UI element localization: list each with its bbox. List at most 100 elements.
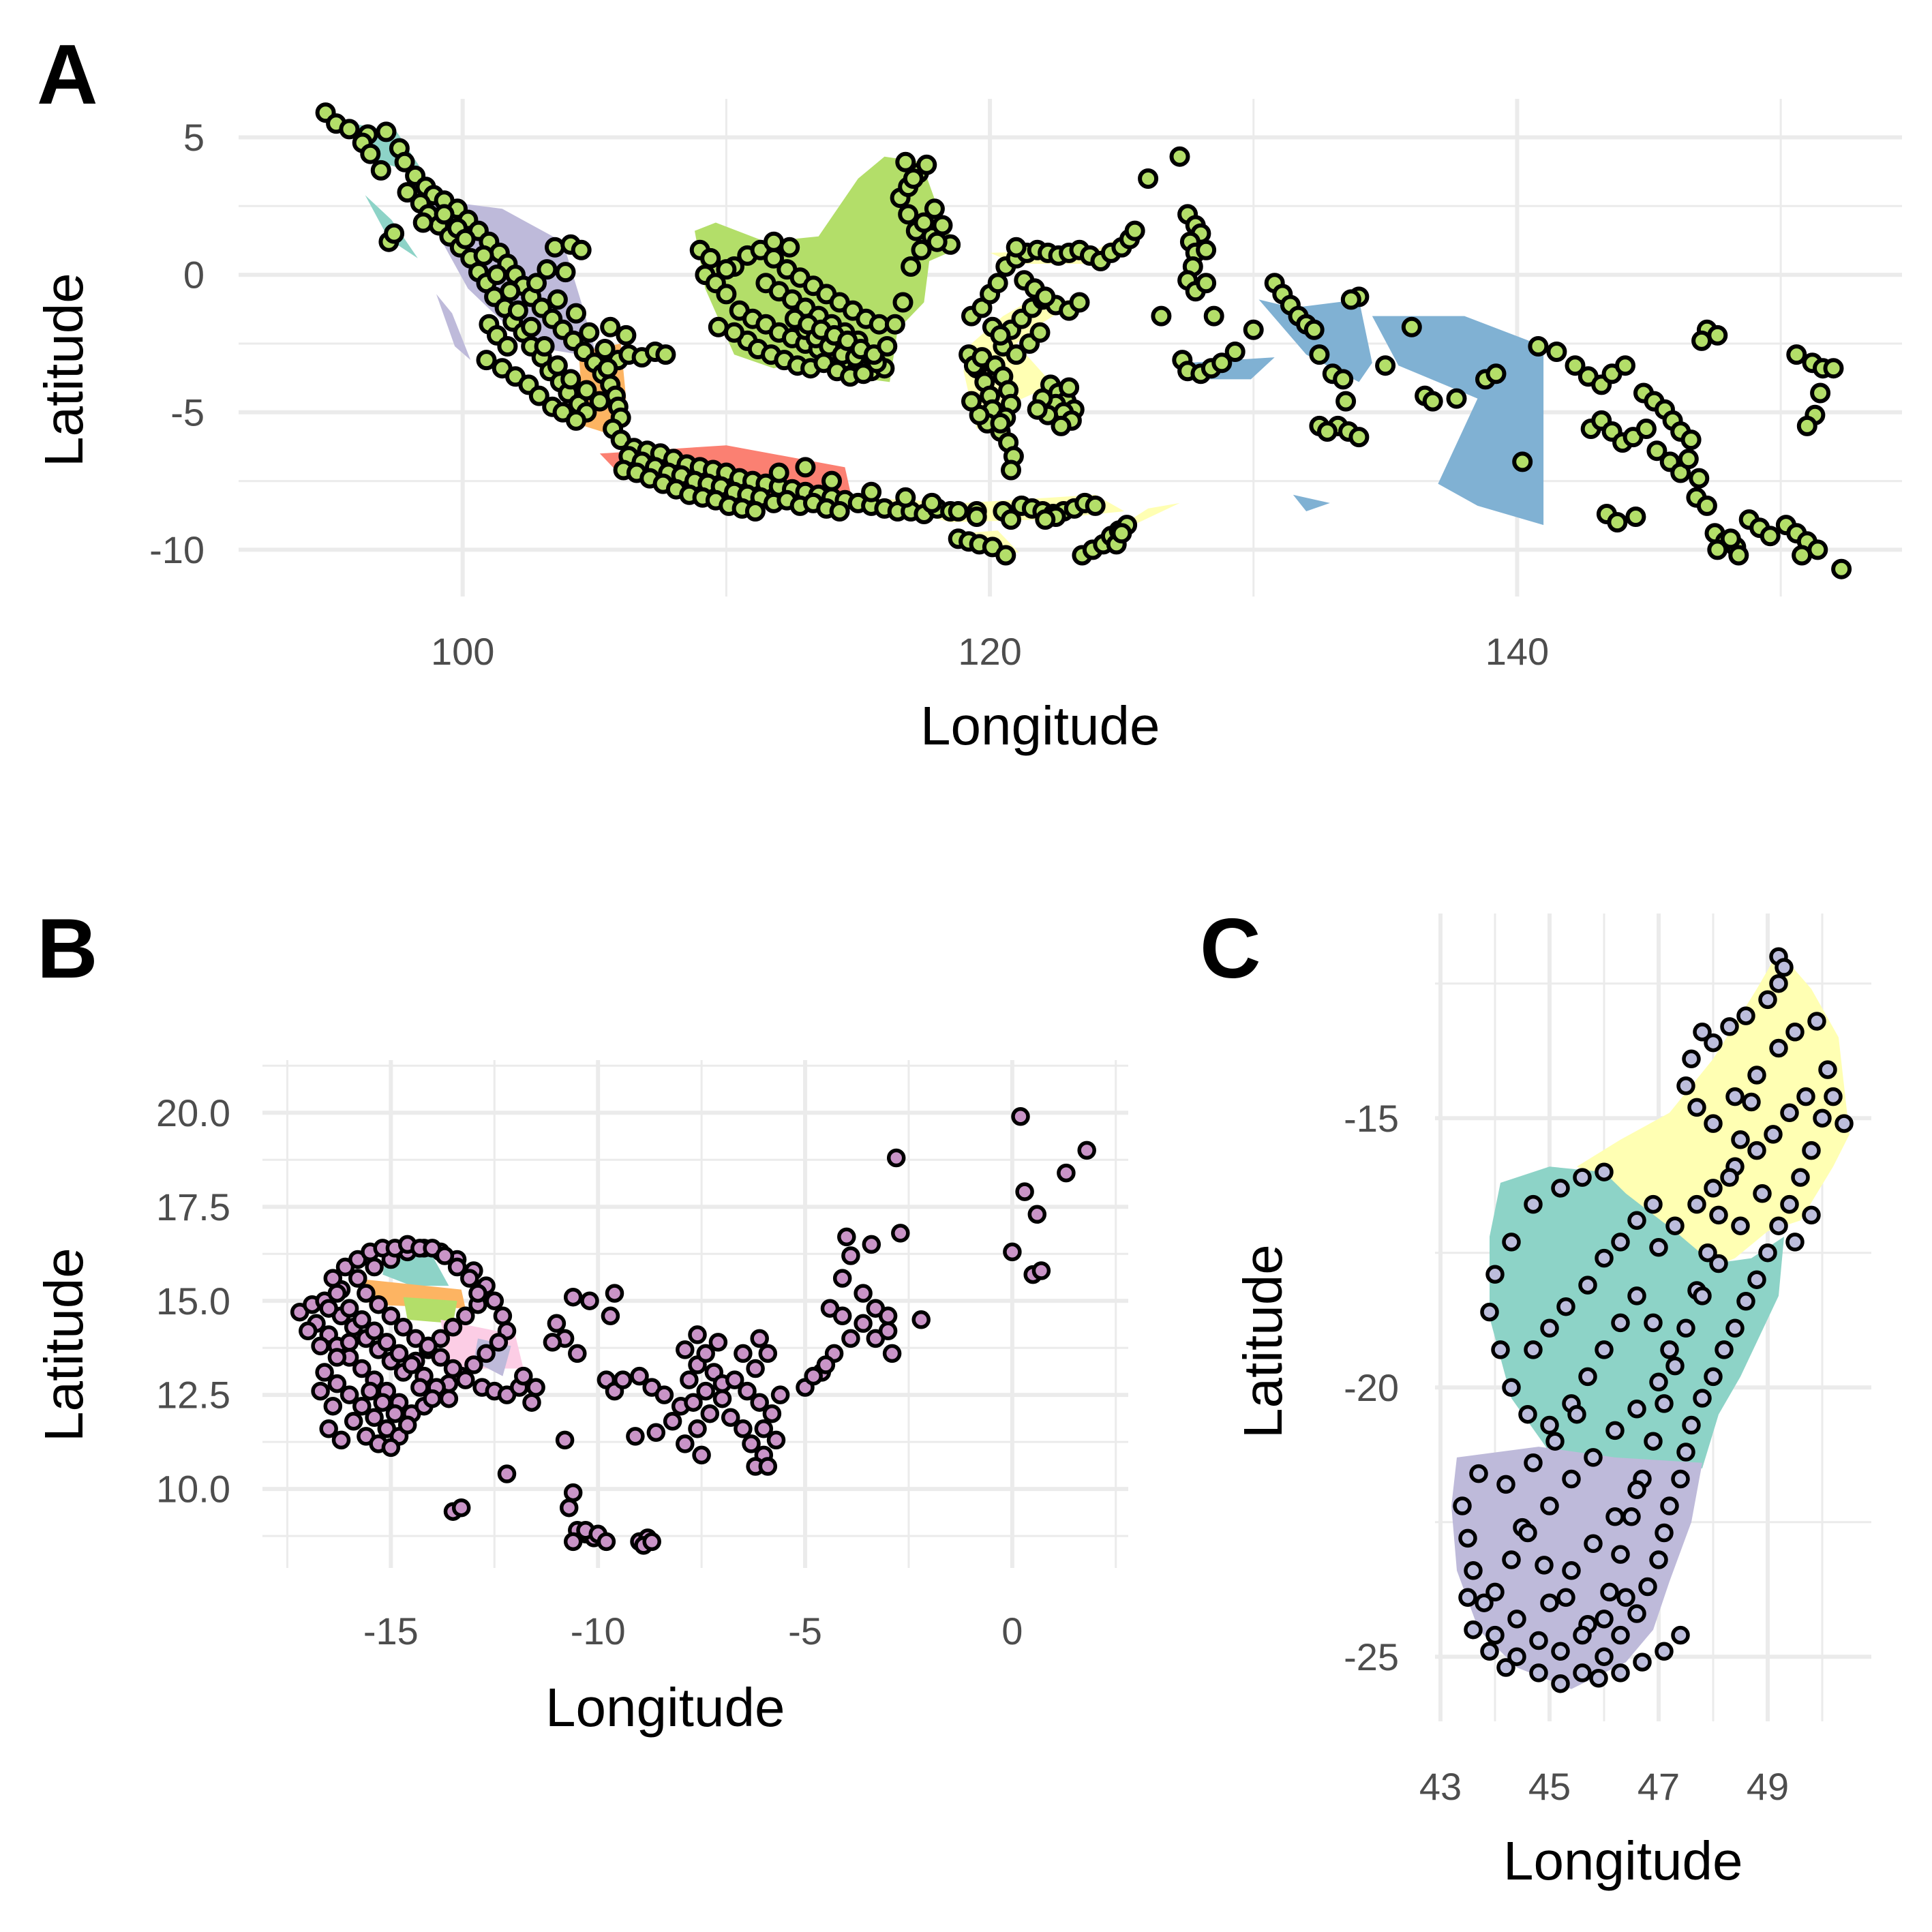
occurrence-point [1804,1143,1819,1158]
occurrence-point [1542,1320,1557,1335]
occurrence-point [1820,1062,1835,1077]
occurrence-point [1727,1089,1742,1104]
occurrence-point [1586,1536,1601,1551]
occurrence-point [1738,1294,1753,1309]
occurrence-point [1498,1660,1513,1675]
occurrence-point [1466,1622,1481,1637]
occurrence-point [1542,1418,1557,1433]
occurrence-point [1733,1132,1748,1147]
occurrence-point [1520,1526,1535,1541]
occurrence-point [1504,1552,1519,1567]
occurrence-point [1586,1450,1601,1465]
occurrence-point [1629,1482,1644,1497]
occurrence-point [1706,1181,1721,1196]
occurrence-point [1722,1170,1737,1185]
occurrence-point [1689,1100,1704,1115]
occurrence-point [1618,1590,1633,1605]
occurrence-point [1657,1644,1672,1659]
occurrence-point [1678,1078,1693,1093]
occurrence-point [1673,1628,1688,1643]
occurrence-point [1722,1019,1737,1034]
occurrence-point [1564,1472,1579,1487]
occurrence-point [1558,1299,1573,1314]
occurrence-point [1837,1116,1852,1131]
occurrence-point [1646,1315,1661,1330]
occurrence-point [1787,1235,1802,1250]
occurrence-point [1629,1606,1644,1621]
occurrence-point [1651,1240,1666,1255]
occurrence-point [1531,1665,1546,1680]
occurrence-point [1591,1671,1606,1686]
occurrence-point [1548,1434,1563,1449]
occurrence-point [1597,1251,1612,1266]
occurrence-point [1482,1644,1497,1659]
occurrence-point [1793,1170,1808,1185]
occurrence-point [1695,1025,1710,1040]
x-tick-label: 47 [1637,1765,1680,1808]
occurrence-point [1575,1665,1590,1680]
occurrence-point [1471,1466,1486,1481]
occurrence-point [1575,1628,1590,1643]
occurrence-point [1553,1676,1568,1691]
occurrence-point [1646,1434,1661,1449]
occurrence-point [1662,1498,1677,1513]
occurrence-point [1760,1246,1775,1261]
occurrence-point [1488,1267,1503,1282]
occurrence-point [1744,1095,1759,1110]
occurrence-point [1684,1051,1699,1066]
y-tick-label: -15 [1344,1097,1399,1140]
occurrence-point [1651,1552,1666,1567]
occurrence-point [1657,1396,1672,1411]
occurrence-point [1804,1207,1819,1222]
occurrence-point [1602,1584,1617,1599]
occurrence-point [1717,1342,1732,1357]
occurrence-point [1657,1526,1672,1541]
occurrence-point [1542,1595,1557,1610]
occurrence-point [1749,1143,1764,1158]
x-tick-label: 45 [1528,1765,1571,1808]
occurrence-point [1613,1315,1628,1330]
y-tick-label: -25 [1344,1635,1399,1678]
occurrence-point [1526,1455,1541,1470]
occurrence-point [1482,1305,1497,1320]
occurrence-point [1771,1218,1786,1233]
occurrence-point [1749,1272,1764,1287]
occurrence-point [1608,1509,1622,1524]
occurrence-point [1684,1418,1699,1433]
occurrence-point [1766,1127,1781,1142]
occurrence-point [1635,1655,1650,1670]
occurrence-point [1809,1014,1824,1029]
occurrence-point [1673,1472,1688,1487]
occurrence-point [1640,1580,1655,1595]
occurrence-point [1678,1320,1693,1335]
occurrence-point [1826,1089,1841,1104]
occurrence-point [1695,1288,1710,1303]
occurrence-point [1711,1256,1726,1271]
occurrence-point [1531,1633,1546,1648]
y-tick-label: -20 [1344,1366,1399,1409]
occurrence-point [1760,992,1775,1007]
occurrence-point [1629,1288,1644,1303]
occurrence-point [1460,1530,1475,1545]
occurrence-point [1667,1218,1682,1233]
occurrence-point [1613,1628,1628,1643]
occurrence-point [1629,1402,1644,1417]
occurrence-point [1755,1186,1770,1201]
occurrence-point [1651,1374,1666,1389]
occurrence-point [1520,1407,1535,1422]
occurrence-point [1782,1197,1797,1212]
occurrence-point [1597,1164,1612,1179]
occurrence-point [1608,1423,1622,1438]
occurrence-point [1575,1170,1590,1185]
occurrence-point [1613,1665,1628,1680]
occurrence-point [1771,976,1786,991]
occurrence-point [1504,1380,1519,1395]
occurrence-point [1569,1407,1584,1422]
occurrence-point [1455,1498,1470,1513]
occurrence-point [1542,1498,1557,1513]
occurrence-point [1798,1089,1813,1104]
occurrence-point [1558,1590,1573,1605]
occurrence-point [1498,1477,1513,1492]
occurrence-point [1613,1547,1628,1562]
